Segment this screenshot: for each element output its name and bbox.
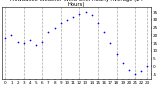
Point (84, 11, 87, 13)
Point (29, 39, 31, 41)
Title: Milwaukee Weather Wind Chill Hourly Average (24 Hours): Milwaukee Weather Wind Chill Hourly Aver… (10, 0, 143, 7)
Point (103, 32, 105, 33)
Point (72, 16, 75, 17)
Point (47, 32, 50, 33)
Point (134, 74, 136, 75)
Point (16, 41, 19, 42)
Point (41, 41, 44, 42)
Point (91, 15, 93, 16)
Point (146, 66, 149, 67)
Point (53, 27, 56, 28)
Point (10, 35, 13, 36)
Point (22, 42, 25, 44)
Point (60, 22, 62, 24)
Point (128, 69, 130, 70)
Point (4, 38, 6, 39)
Point (140, 70, 143, 72)
Point (35, 44, 37, 45)
Point (115, 53, 118, 55)
Point (66, 19, 68, 21)
Point (78, 13, 81, 14)
Point (121, 63, 124, 64)
Point (97, 22, 99, 24)
Point (109, 42, 112, 44)
